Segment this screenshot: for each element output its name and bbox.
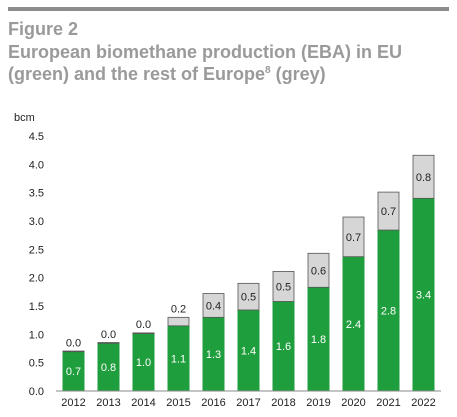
data-label-rest: 0.0 [101, 329, 116, 341]
bar-eu [342, 256, 365, 391]
y-axis: bcm 0.0 0.5 1.0 1.5 2.0 2.5 3.0 3.5 4.0 4.5 [14, 112, 44, 398]
bar-rest [377, 191, 400, 231]
data-label-eu: 0.7 [66, 366, 81, 378]
y-tick-label: 0.0 [29, 386, 44, 398]
data-label-rest: 0.7 [381, 206, 396, 218]
bar-eu [167, 325, 190, 391]
data-label-rest: 0.4 [206, 300, 221, 312]
x-tick-label: 2019 [306, 397, 330, 409]
bar-rest [307, 252, 330, 288]
data-label-eu: 0.8 [101, 362, 116, 374]
x-axis: 2012 2013 2014 2015 2016 2017 2018 2019 2020 2021… [56, 390, 441, 409]
data-label-eu: 2.8 [381, 306, 396, 318]
bar-rest [342, 216, 365, 258]
y-tick-label: 3.5 [29, 188, 44, 200]
x-tick-label: 2013 [96, 397, 120, 409]
bar-rest [237, 282, 260, 311]
bar-eu [272, 301, 295, 391]
y-tick-label: 4.0 [29, 159, 44, 171]
bar-rest [202, 293, 225, 318]
y-tick-label: 1.0 [29, 329, 44, 341]
bars [62, 154, 435, 391]
value-labels: 0.7 0.0 0.8 0.0 1.0 0.0 1.1 0.2 1.3 0.4 1.4 0.5 1.6 0… [66, 172, 431, 378]
title-main: European biomethane production (EBA) in … [8, 42, 403, 84]
data-label-rest: 0.6 [311, 265, 326, 277]
data-label-rest: 0.0 [136, 319, 151, 331]
bar-rest [167, 316, 190, 327]
data-label-rest: 0.0 [66, 337, 81, 349]
x-tick-label: 2015 [166, 397, 190, 409]
bar-rest [272, 271, 295, 302]
bar-rest [412, 154, 435, 199]
data-label-eu: 1.0 [136, 357, 151, 369]
y-tick-label: 0.5 [29, 358, 44, 370]
x-tick-label: 2017 [236, 397, 260, 409]
bar-eu [237, 309, 260, 391]
x-tick-label: 2022 [411, 397, 435, 409]
bar-eu [62, 351, 85, 391]
y-tick-label: 3.0 [29, 216, 44, 228]
top-rule [8, 7, 449, 11]
data-label-rest: 0.2 [171, 303, 186, 315]
x-tick-label: 2020 [341, 397, 365, 409]
y-tick-label: 2.5 [29, 244, 44, 256]
data-label-eu: 1.3 [206, 349, 221, 361]
x-tick-label: 2016 [201, 397, 225, 409]
title-footnote: 8 [265, 65, 271, 76]
x-tick-label: 2018 [271, 397, 295, 409]
data-label-rest: 0.5 [276, 281, 291, 293]
chart-title: European biomethane production (EBA) in … [8, 41, 453, 85]
data-label-eu: 1.1 [171, 353, 186, 365]
y-axis-unit-label: bcm [14, 112, 35, 124]
bar-eu [412, 198, 435, 391]
x-tick-label: 2021 [376, 397, 400, 409]
bar-eu [97, 342, 120, 391]
data-label-rest: 0.7 [346, 232, 361, 244]
data-label-eu: 2.4 [346, 319, 361, 331]
data-label-eu: 3.4 [416, 290, 431, 302]
y-tick-label: 1.5 [29, 301, 44, 313]
title-end: (grey) [270, 64, 326, 84]
figure-label: Figure 2 [8, 19, 79, 39]
x-tick-label: 2012 [61, 397, 85, 409]
data-label-eu: 1.6 [276, 341, 291, 353]
bar-eu [132, 333, 155, 391]
bar-eu [307, 287, 330, 391]
bar-eu [377, 230, 400, 391]
x-tick-label: 2014 [131, 397, 155, 409]
y-tick-label: 2.0 [29, 273, 44, 285]
data-label-eu: 1.8 [311, 334, 326, 346]
data-label-rest: 0.5 [241, 292, 256, 304]
bar-eu [202, 317, 225, 391]
y-tick-label: 4.5 [29, 131, 44, 143]
data-label-eu: 1.4 [241, 345, 256, 357]
data-label-rest: 0.8 [416, 172, 431, 184]
